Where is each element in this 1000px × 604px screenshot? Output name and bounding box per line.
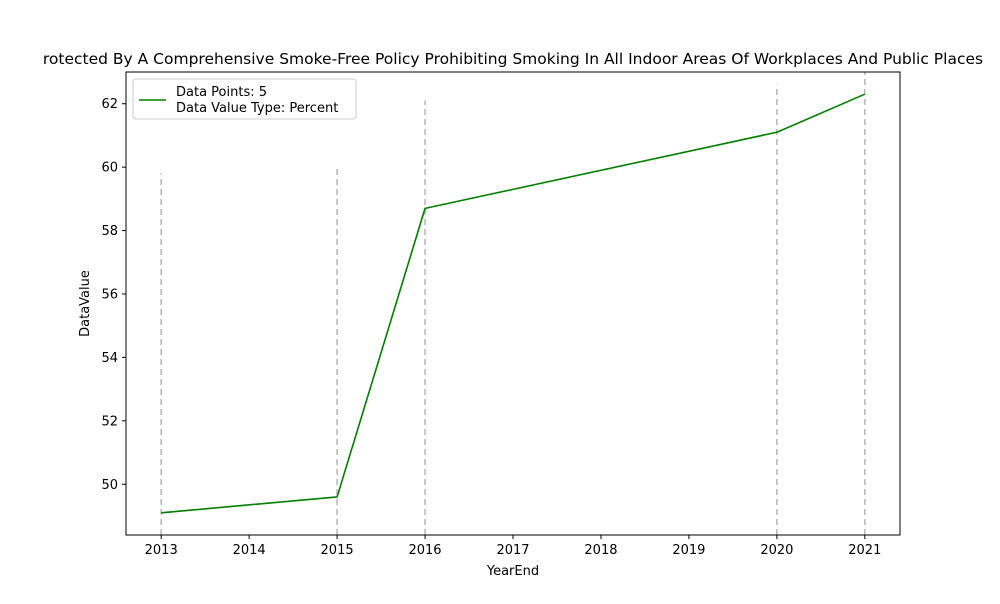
x-tick-label-2017: 2017 bbox=[496, 543, 529, 558]
y-axis-label: DataValue bbox=[78, 270, 93, 337]
legend-entry-data-value-type: Data Value Type: Percent bbox=[176, 101, 338, 116]
x-axis-label: YearEnd bbox=[486, 564, 539, 579]
x-tick-label-2014: 2014 bbox=[233, 543, 266, 558]
x-tick-label-2019: 2019 bbox=[672, 543, 705, 558]
series-layer bbox=[161, 94, 865, 513]
x-tick-label-2013: 2013 bbox=[145, 543, 178, 558]
x-tick-label-2018: 2018 bbox=[584, 543, 617, 558]
y-tick-label-50: 50 bbox=[101, 478, 118, 493]
y-tick-label-54: 54 bbox=[101, 351, 118, 366]
x-tick-label-2016: 2016 bbox=[408, 543, 441, 558]
y-axis-ticks: 50 52 54 56 58 60 62 bbox=[101, 97, 126, 493]
y-tick-label-60: 60 bbox=[101, 161, 118, 176]
series-line-0 bbox=[161, 94, 865, 513]
x-tick-label-2021: 2021 bbox=[848, 543, 881, 558]
vertical-marker-layer bbox=[161, 72, 865, 535]
x-tick-label-2020: 2020 bbox=[760, 543, 793, 558]
plot-area-frame bbox=[126, 72, 900, 535]
y-tick-label-56: 56 bbox=[101, 287, 118, 302]
y-tick-label-62: 62 bbox=[101, 97, 118, 112]
y-tick-label-58: 58 bbox=[101, 224, 118, 239]
x-tick-label-2015: 2015 bbox=[321, 543, 354, 558]
x-axis-ticks: 2013 2014 2015 2016 2017 2018 2019 2020 2021 bbox=[145, 535, 882, 558]
legend: Data Points: 5 Data Value Type: Percent bbox=[133, 79, 356, 119]
chart-title: rotected By A Comprehensive Smoke-Free P… bbox=[43, 50, 983, 68]
y-tick-label-52: 52 bbox=[101, 414, 118, 429]
legend-entry-data-points: Data Points: 5 bbox=[176, 85, 267, 100]
